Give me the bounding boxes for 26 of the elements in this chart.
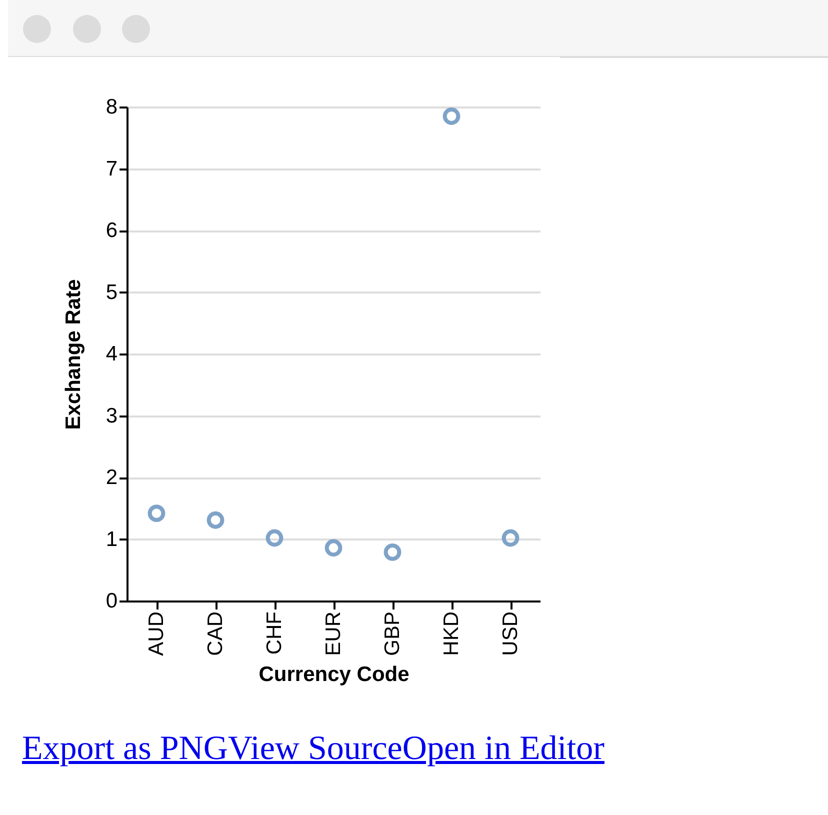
y-axis-title: Exchange Rate: [62, 279, 85, 430]
point: [502, 529, 520, 547]
y-tick-label: 6: [106, 219, 118, 242]
x-tick-label: CAD: [204, 612, 227, 656]
point: [206, 511, 224, 529]
y-tick-label: 5: [106, 280, 118, 304]
y-tick-label: 2: [106, 466, 118, 489]
y-tick-label: 0: [106, 590, 118, 612]
x-tick-label: CHF: [263, 612, 286, 655]
point: [266, 529, 284, 547]
x-tick-label: HKD: [440, 612, 463, 656]
text: Export as PNGView SourceOpen in Editor: [22, 730, 604, 768]
y-tick-label: 7: [106, 157, 118, 180]
y-tick-label: 3: [106, 404, 118, 428]
y-tick-label: 1: [106, 528, 118, 551]
point: [324, 539, 342, 557]
point: [148, 504, 166, 522]
x-axis-title: Currency Code: [258, 662, 410, 686]
point: [442, 108, 460, 125]
y-tick-label: 4: [106, 342, 118, 366]
point: [384, 544, 402, 561]
y-tick-label: 8: [106, 96, 118, 118]
x-tick-label: GBP: [381, 612, 404, 656]
x-tick-label: AUD: [145, 612, 168, 656]
x-tick-label: EUR: [322, 612, 345, 656]
x-tick-label: USD: [499, 612, 522, 656]
